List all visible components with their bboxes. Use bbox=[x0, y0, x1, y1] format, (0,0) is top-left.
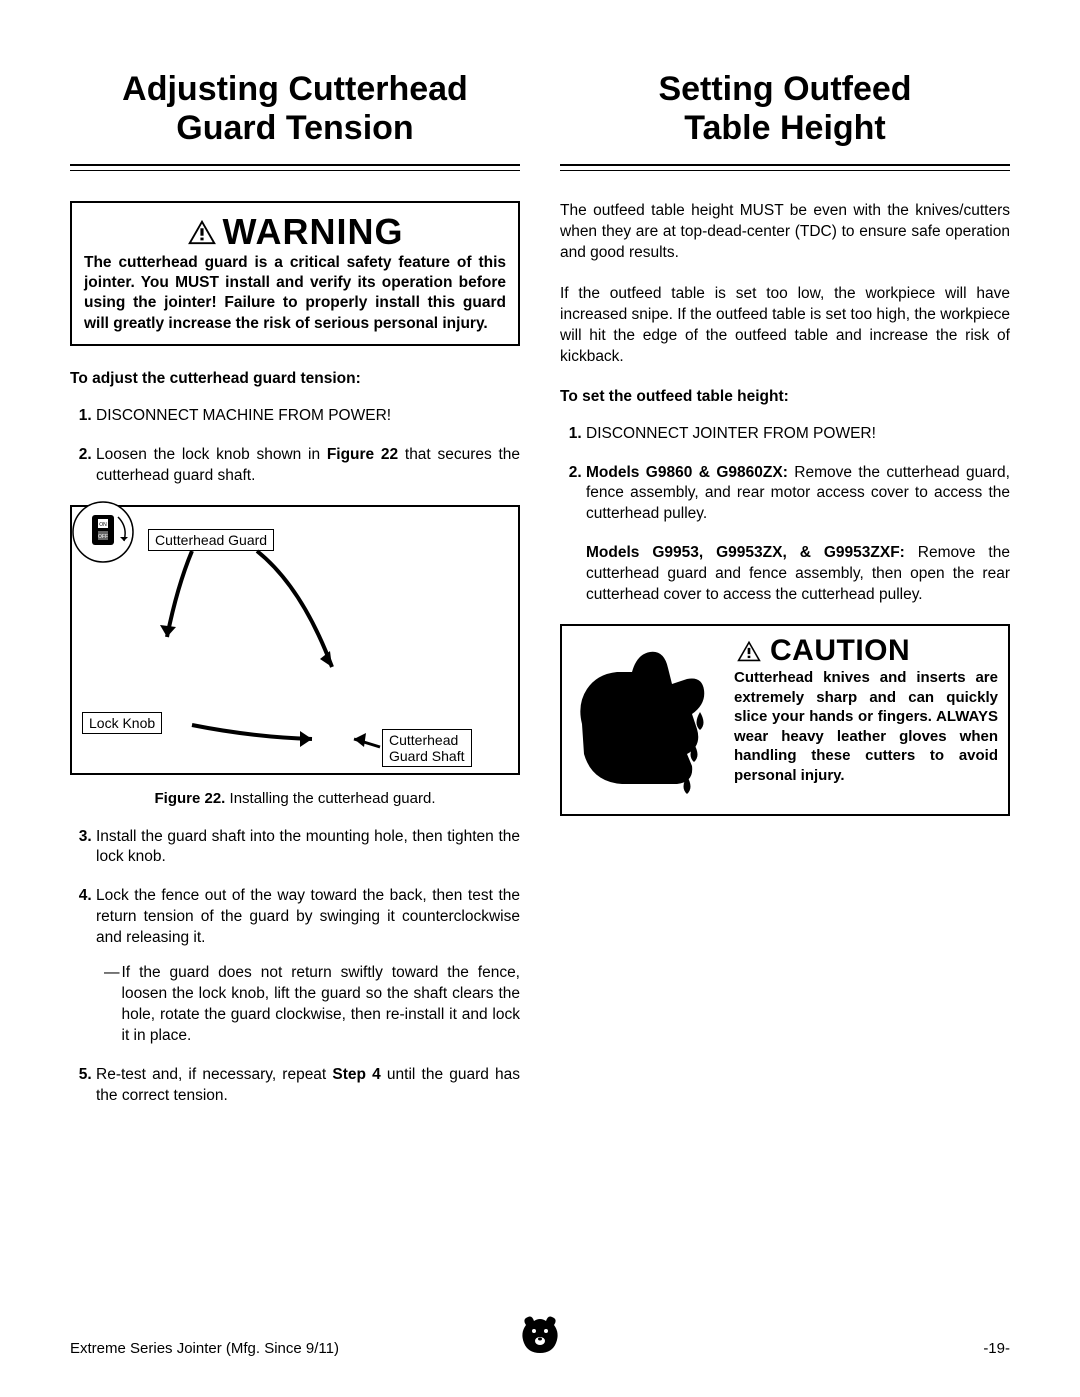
step-5-bold: Step 4 bbox=[332, 1066, 380, 1083]
section-heading-right: Setting Outfeed Table Height bbox=[560, 70, 1010, 148]
warning-triangle-icon bbox=[187, 219, 217, 245]
step-2-right: Models G9860 & G9860ZX: Remove the cutte… bbox=[586, 463, 1010, 607]
paragraph-1: The outfeed table height MUST be even wi… bbox=[560, 201, 1010, 264]
caution-body-text: Cutterhead knives and inserts are extrem… bbox=[734, 668, 998, 785]
divider-thick bbox=[560, 164, 1010, 166]
warning-body-text: The cutterhead guard is a critical safet… bbox=[84, 253, 506, 334]
manual-page: Adjusting Cutterhead Guard Tension W bbox=[0, 0, 1080, 1397]
divider-thin bbox=[560, 170, 1010, 171]
step-list-left: DISCONNECT MACHINE FROM POWER! Loosen th… bbox=[70, 406, 520, 487]
step-2-models-1: Models G9860 & G9860ZX: bbox=[586, 464, 788, 481]
step-4-substep: —If the guard does not return swiftly to… bbox=[104, 963, 520, 1047]
step-1: DISCONNECT MACHINE FROM POWER! bbox=[96, 406, 520, 427]
step-2: Loosen the lock knob shown in Figure 22 … bbox=[96, 445, 520, 487]
divider-thin bbox=[70, 170, 520, 171]
step-4-text: Lock the fence out of the way toward the… bbox=[96, 887, 520, 946]
label-shaft-line2: Guard Shaft bbox=[389, 748, 465, 764]
figure-22-caption: Figure 22. Installing the cutterhead gua… bbox=[70, 790, 520, 807]
procedure-lead-left: To adjust the cutterhead guard tension: bbox=[70, 370, 520, 388]
step-3: Install the guard shaft into the mountin… bbox=[96, 827, 520, 869]
section-heading-left: Adjusting Cutterhead Guard Tension bbox=[70, 70, 520, 148]
step-list-right: DISCONNECT JOINTER FROM POWER! Models G9… bbox=[560, 424, 1010, 606]
step-5-text-a: Re-test and, if necessary, repeat bbox=[96, 1066, 332, 1083]
page-footer: Extreme Series Jointer (Mfg. Since 9/11)… bbox=[70, 1340, 1010, 1357]
figure-22-box: ON OFF Cutterhead Guard bbox=[70, 505, 520, 775]
step-4-sub-text: If the guard does not return swiftly tow… bbox=[122, 963, 521, 1047]
hand-cut-icon bbox=[572, 634, 722, 804]
caution-label: CAUTION bbox=[770, 634, 910, 668]
label-guard-shaft: Cutterhead Guard Shaft bbox=[382, 729, 472, 767]
warning-title-row: WARNING bbox=[84, 211, 506, 253]
page-number: -19- bbox=[983, 1340, 1010, 1357]
warning-label: WARNING bbox=[223, 211, 404, 253]
caution-title-row: CAUTION bbox=[734, 634, 998, 668]
caution-callout: CAUTION Cutterhead knives and inserts ar… bbox=[560, 624, 1010, 816]
heading-line-1: Setting Outfeed bbox=[658, 70, 911, 108]
left-column: Adjusting Cutterhead Guard Tension W bbox=[70, 70, 520, 1125]
figure-caption-text: Installing the cutterhead guard. bbox=[225, 790, 435, 807]
label-shaft-line1: Cutterhead bbox=[389, 732, 458, 748]
step-2-models-2: Models G9953, G9953ZX, & G9953ZXF: bbox=[586, 544, 905, 561]
figure-reference: Figure 22 bbox=[327, 446, 398, 463]
caution-triangle-icon bbox=[734, 638, 764, 664]
dash-bullet: — bbox=[104, 963, 120, 1047]
warning-callout: WARNING The cutterhead guard is a critic… bbox=[70, 201, 520, 346]
two-column-layout: Adjusting Cutterhead Guard Tension W bbox=[70, 70, 1010, 1125]
divider-thick bbox=[70, 164, 520, 166]
heading-line-2: Guard Tension bbox=[176, 109, 413, 147]
procedure-lead-right: To set the outfeed table height: bbox=[560, 388, 1010, 406]
paragraph-2: If the outfeed table is set too low, the… bbox=[560, 284, 1010, 368]
heading-line-2: Table Height bbox=[684, 109, 886, 147]
figure-caption-bold: Figure 22. bbox=[155, 790, 226, 807]
caution-text-area: CAUTION Cutterhead knives and inserts ar… bbox=[734, 634, 998, 804]
step-list-left-cont: Install the guard shaft into the mountin… bbox=[70, 827, 520, 1107]
step-1-right: DISCONNECT JOINTER FROM POWER! bbox=[586, 424, 1010, 445]
step-4: Lock the fence out of the way toward the… bbox=[96, 886, 520, 1046]
step-2-text-a: Loosen the lock knob shown in bbox=[96, 446, 327, 463]
heading-line-1: Adjusting Cutterhead bbox=[122, 70, 468, 108]
bear-logo-icon bbox=[518, 1311, 562, 1359]
label-lock-knob: Lock Knob bbox=[82, 712, 162, 734]
step-5: Re-test and, if necessary, repeat Step 4… bbox=[96, 1065, 520, 1107]
right-column: Setting Outfeed Table Height The outfeed… bbox=[560, 70, 1010, 1125]
footer-left-text: Extreme Series Jointer (Mfg. Since 9/11) bbox=[70, 1340, 339, 1357]
